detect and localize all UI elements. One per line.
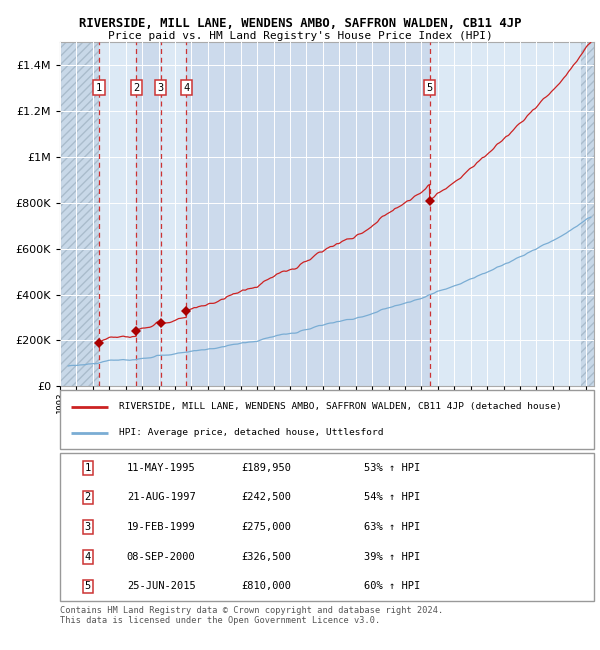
- Bar: [136, 42, 161, 386]
- Bar: [187, 42, 430, 386]
- Text: 54% ↑ HPI: 54% ↑ HPI: [364, 493, 421, 502]
- Text: 60% ↑ HPI: 60% ↑ HPI: [364, 581, 421, 592]
- FancyBboxPatch shape: [60, 390, 594, 449]
- Text: 2: 2: [133, 83, 139, 93]
- Text: £810,000: £810,000: [242, 581, 292, 592]
- Text: £326,500: £326,500: [242, 552, 292, 562]
- Text: 53% ↑ HPI: 53% ↑ HPI: [364, 463, 421, 473]
- Text: RIVERSIDE, MILL LANE, WENDENS AMBO, SAFFRON WALDEN, CB11 4JP: RIVERSIDE, MILL LANE, WENDENS AMBO, SAFF…: [79, 17, 521, 30]
- Text: RIVERSIDE, MILL LANE, WENDENS AMBO, SAFFRON WALDEN, CB11 4JP (detached house): RIVERSIDE, MILL LANE, WENDENS AMBO, SAFF…: [119, 402, 562, 411]
- Text: £275,000: £275,000: [242, 522, 292, 532]
- Text: 21-AUG-1997: 21-AUG-1997: [127, 493, 196, 502]
- Text: £242,500: £242,500: [242, 493, 292, 502]
- Bar: [99, 42, 136, 386]
- Bar: [60, 42, 99, 386]
- Text: 39% ↑ HPI: 39% ↑ HPI: [364, 552, 421, 562]
- Text: 08-SEP-2000: 08-SEP-2000: [127, 552, 196, 562]
- Bar: [581, 42, 594, 386]
- Text: 3: 3: [158, 83, 164, 93]
- Bar: [430, 42, 594, 386]
- Text: 1: 1: [85, 463, 91, 473]
- Text: 25-JUN-2015: 25-JUN-2015: [127, 581, 196, 592]
- Text: 1: 1: [95, 83, 102, 93]
- Text: HPI: Average price, detached house, Uttlesford: HPI: Average price, detached house, Uttl…: [119, 428, 383, 437]
- Text: 4: 4: [85, 552, 91, 562]
- Text: Price paid vs. HM Land Registry's House Price Index (HPI): Price paid vs. HM Land Registry's House …: [107, 31, 493, 41]
- Text: 3: 3: [85, 522, 91, 532]
- Text: Contains HM Land Registry data © Crown copyright and database right 2024.
This d: Contains HM Land Registry data © Crown c…: [60, 606, 443, 625]
- Text: 2: 2: [85, 493, 91, 502]
- Text: 5: 5: [85, 581, 91, 592]
- FancyBboxPatch shape: [60, 453, 594, 601]
- Bar: [161, 42, 187, 386]
- Text: 11-MAY-1995: 11-MAY-1995: [127, 463, 196, 473]
- Text: 19-FEB-1999: 19-FEB-1999: [127, 522, 196, 532]
- Text: 5: 5: [427, 83, 433, 93]
- Text: 63% ↑ HPI: 63% ↑ HPI: [364, 522, 421, 532]
- Text: £189,950: £189,950: [242, 463, 292, 473]
- Text: 4: 4: [183, 83, 190, 93]
